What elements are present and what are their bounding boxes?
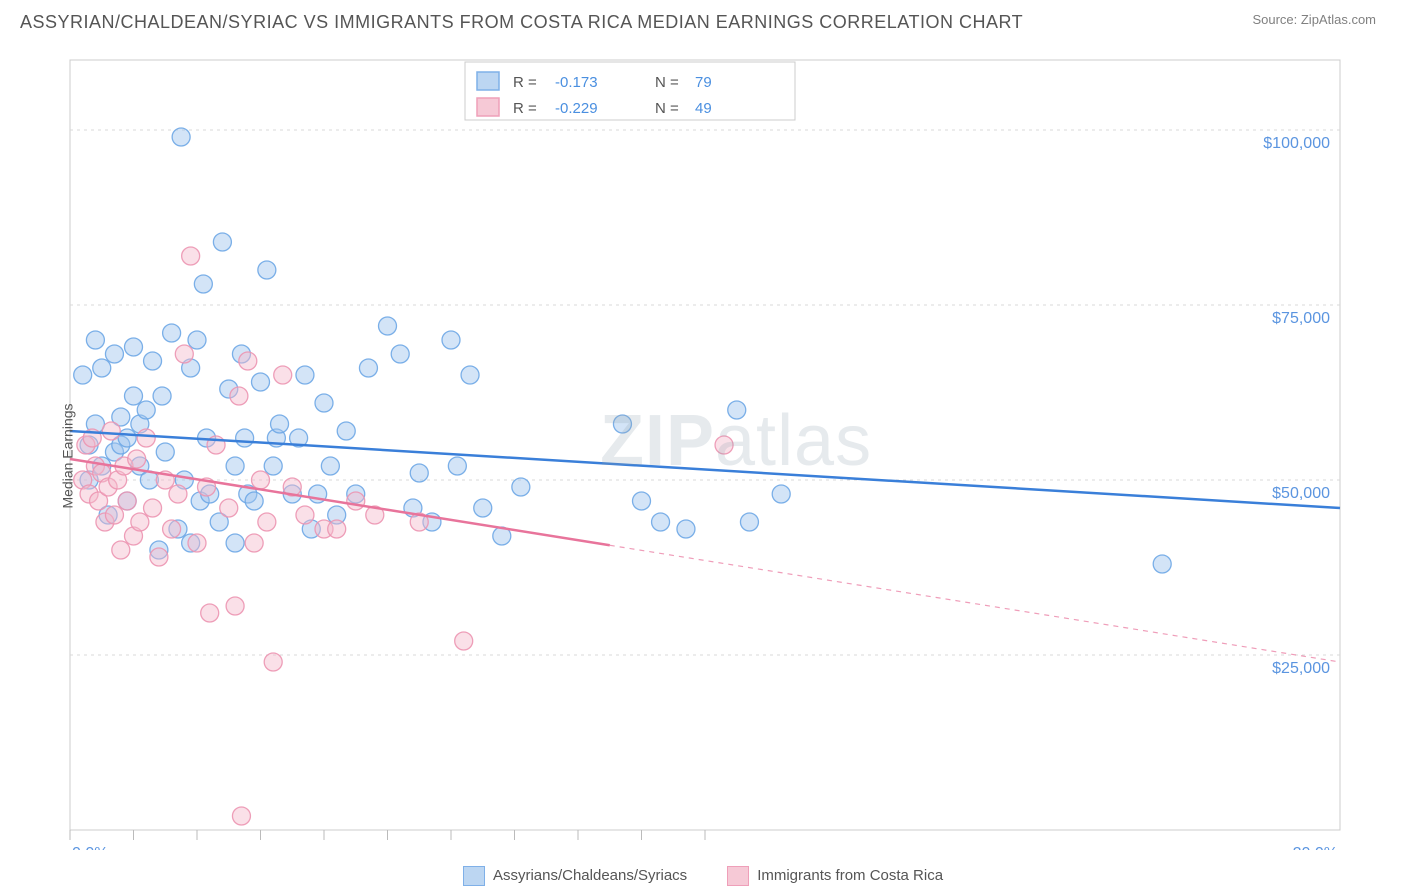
chart-title: ASSYRIAN/CHALDEAN/SYRIAC VS IMMIGRANTS F… — [20, 12, 1023, 33]
legend-swatch — [727, 866, 749, 886]
legend-swatch — [463, 866, 485, 886]
svg-text:$75,000: $75,000 — [1272, 310, 1330, 327]
legend-label: Assyrians/Chaldeans/Syriacs — [493, 867, 687, 884]
source-label: Source: ZipAtlas.com — [1252, 12, 1376, 27]
legend-item: Immigrants from Costa Rica — [727, 866, 943, 886]
svg-text:0.0%: 0.0% — [72, 845, 108, 850]
svg-text:$100,000: $100,000 — [1263, 135, 1330, 152]
bottom-legend: Assyrians/Chaldeans/Syriacs Immigrants fr… — [0, 866, 1406, 886]
svg-text:79: 79 — [695, 74, 712, 91]
svg-text:49: 49 — [695, 100, 712, 117]
svg-text:-0.229: -0.229 — [555, 100, 598, 117]
svg-text:$50,000: $50,000 — [1272, 485, 1330, 502]
legend-item: Assyrians/Chaldeans/Syriacs — [463, 866, 687, 886]
svg-text:20.0%: 20.0% — [1293, 845, 1338, 850]
svg-text:R =: R = — [513, 100, 537, 117]
scatter-chart: $25,000 $50,000 $75,000 $100,000 0.0% 20.0% R … — [20, 50, 1380, 850]
svg-text:N =: N = — [655, 100, 679, 117]
y-axis-label: Median Earnings — [60, 403, 76, 508]
legend-label: Immigrants from Costa Rica — [757, 867, 943, 884]
svg-text:$25,000: $25,000 — [1272, 660, 1330, 677]
svg-text:R =: R = — [513, 74, 537, 91]
svg-text:N =: N = — [655, 74, 679, 91]
svg-text:-0.173: -0.173 — [555, 74, 598, 91]
